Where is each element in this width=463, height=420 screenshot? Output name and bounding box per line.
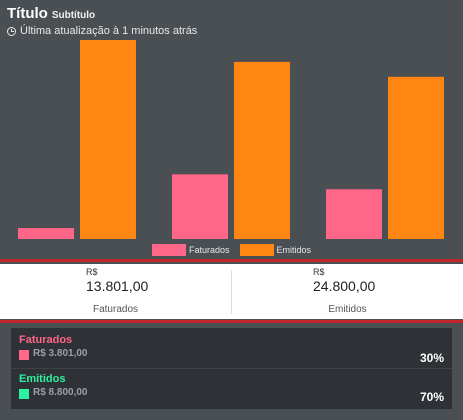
- total-faturados-label: Faturados: [92, 304, 139, 315]
- total-emitidos: R$ 24.800,00 Emitidos: [232, 264, 463, 319]
- total-emitidos-currency: R$: [313, 267, 325, 277]
- card-header: Título Subtítulo Última atualização à 1 …: [7, 5, 197, 37]
- bar-faturados-1[interactable]: [18, 228, 74, 239]
- share-value-emitidos: R$ 8.800,00: [33, 387, 88, 398]
- chart-legend: Faturados Emitidos: [0, 244, 463, 256]
- page-title: Título: [7, 5, 48, 22]
- totals-separator: [231, 270, 232, 314]
- title-row: Título Subtítulo: [7, 5, 197, 22]
- bar-chart: [18, 40, 444, 239]
- divider-bottom: [0, 320, 463, 323]
- legend-label-emitidos: Emitidos: [276, 245, 312, 255]
- total-emitidos-value: 24.800,00: [313, 278, 376, 294]
- bar-faturados-3[interactable]: [326, 189, 382, 239]
- share-swatch-faturados: [19, 350, 29, 360]
- divider-top: [0, 259, 463, 262]
- legend-label-faturados: Faturados: [188, 245, 230, 255]
- share-value-faturados: R$ 3.801,00: [33, 348, 88, 359]
- share-name-emitidos: Emitidos: [19, 373, 66, 385]
- totals-panel: R$ 13.801,00 Faturados R$ 24.800,00 Emit…: [0, 264, 463, 319]
- bar-emitidos-1[interactable]: [80, 40, 136, 239]
- share-panel: Faturados R$ 3.801,00 30% Emitidos R$ 8.…: [11, 328, 452, 409]
- share-swatch-emitidos: [19, 389, 29, 399]
- total-emitidos-label: Emitidos: [328, 304, 367, 315]
- total-faturados: R$ 13.801,00 Faturados: [0, 264, 231, 319]
- share-separator: [11, 368, 452, 369]
- legend-swatch-emitidos: [239, 244, 274, 256]
- share-row-emitidos: Emitidos R$ 8.800,00 70%: [11, 371, 452, 406]
- share-name-faturados: Faturados: [19, 334, 73, 346]
- bar-emitidos-2[interactable]: [234, 61, 290, 239]
- page-subtitle: Subtítulo: [51, 10, 96, 21]
- share-percent-emitidos: 70%: [419, 390, 444, 404]
- bar-faturados-2[interactable]: [172, 174, 228, 239]
- total-faturados-currency: R$: [86, 267, 98, 277]
- legend-item-faturados[interactable]: Faturados: [151, 244, 230, 256]
- share-row-faturados: Faturados R$ 3.801,00 30%: [11, 332, 452, 369]
- clock-icon: [7, 26, 16, 36]
- legend-swatch-faturados: [151, 244, 186, 256]
- share-percent-faturados: 30%: [419, 351, 444, 365]
- total-faturados-value: 13.801,00: [86, 278, 149, 294]
- bar-emitidos-3[interactable]: [388, 76, 444, 239]
- last-updated-text: Última atualização à 1 minutos atrás: [20, 25, 198, 37]
- last-updated: Última atualização à 1 minutos atrás: [7, 25, 197, 37]
- legend-item-emitidos[interactable]: Emitidos: [239, 244, 312, 256]
